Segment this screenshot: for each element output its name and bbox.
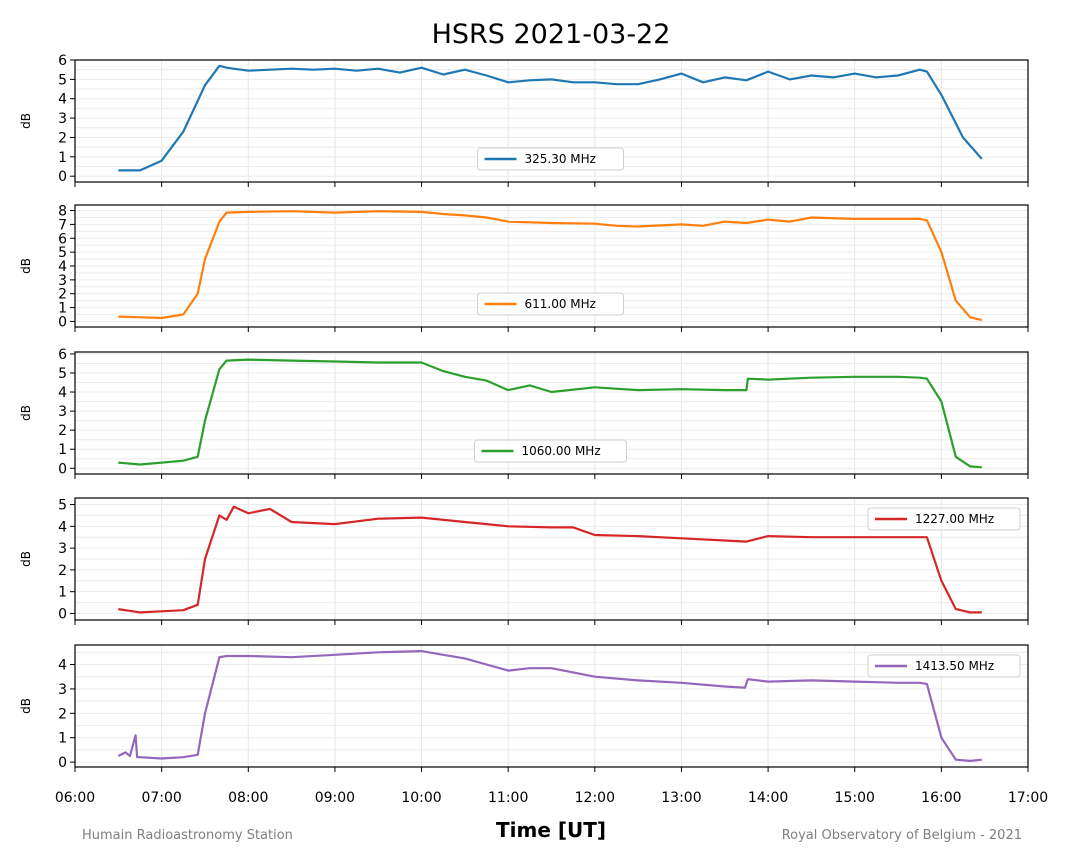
y-axis-label: dB [19,113,33,129]
panel-4: 0 1 2 3 4 5 dB 1227.00 MHz [19,497,1029,625]
y-tick-label: 3 [58,541,67,557]
y-tick-label: 3 [58,682,67,698]
y-tick-label: 2 [58,423,67,439]
y-tick-label: 7 [58,217,67,233]
y-tick-label: 2 [58,130,67,146]
x-axis-label: Time [UT] [496,818,606,842]
y-tick-label: 2 [58,563,67,579]
legend-label: 325.30 MHz [525,152,596,166]
series-line-1 [118,64,983,172]
x-tick-labels: 06:00 07:00 08:00 09:00 10:00 11:00 12:00 13:00… [55,790,1048,806]
legend-box [477,292,624,316]
x-tick-label: 14:00 [748,790,788,806]
y-tick-label: 0 [58,169,67,185]
y-tick-label: 4 [58,259,67,275]
y-tick-label: 3 [58,273,67,289]
series-line-3 [118,358,982,469]
y-tick-label: 1 [58,442,67,458]
legend: 325.30 MHz [477,147,624,171]
y-tick-label: 0 [58,606,67,622]
x-tick-label: 07:00 [141,790,181,806]
y-tick-label: 8 [58,204,67,220]
legend: 611.00 MHz [477,292,624,316]
legend: 1413.50 MHz [867,654,1021,678]
y-axis-label: dB [19,405,33,421]
y-tick-label: 4 [58,385,67,401]
y-tick-label: 6 [58,231,67,247]
y-tick-label: 1 [58,301,67,317]
chart-title: HSRS 2021-03-22 [432,19,671,50]
x-tick-label: 06:00 [55,790,95,806]
legend-label: 611.00 MHz [525,297,596,311]
x-tick-label: 15:00 [835,790,875,806]
legend-box [867,654,1021,678]
y-tick-label: 2 [58,706,67,722]
series-line-2 [118,210,983,322]
y-tick-label: 4 [58,658,67,674]
y-tick-label: 1 [58,585,67,601]
x-tick-label: 11:00 [488,790,528,806]
legend-box [867,507,1021,531]
x-tick-label: 12:00 [575,790,615,806]
x-tick-label: 17:00 [1008,790,1048,806]
legend-box [474,439,627,463]
y-tick-label: 5 [58,366,67,382]
legend-label: 1413.50 MHz [915,659,994,673]
y-tick-label: 4 [58,92,67,108]
y-tick-label: 0 [58,755,67,771]
panel-frame [74,497,1029,621]
x-tick-label: 10:00 [401,790,441,806]
x-tick-label: 09:00 [315,790,355,806]
series-line-4 [118,505,982,614]
y-tick-label: 1 [58,150,67,166]
legend-box [477,147,624,171]
y-tick-label: 6 [58,347,67,363]
y-tick-label: 0 [58,461,67,477]
y-tick-label: 6 [58,53,67,69]
legend-label: 1227.00 MHz [915,512,994,526]
panel-3: 0 1 2 3 4 5 6 dB 1060.00 MHz [19,347,1029,479]
panel-5: 0 1 2 3 4 dB 1413.50 MHz [19,644,1029,772]
y-tick-label: 4 [58,519,67,535]
legend: 1060.00 MHz [474,439,627,463]
credit-left: Humain Radioastronomy Station [82,828,293,843]
y-tick-label: 5 [58,245,67,261]
y-tick-label: 5 [58,72,67,88]
y-axis-label: dB [19,258,33,274]
panel-frame [74,644,1029,768]
y-tick-label: 0 [58,314,67,330]
legend-label: 1060.00 MHz [522,444,601,458]
y-axis-label: dB [19,698,33,714]
y-tick-label: 1 [58,731,67,747]
panel-1: 0 1 2 3 4 5 6 dB 325.30 MHz [19,53,1029,187]
x-tick-label: 08:00 [228,790,268,806]
x-tick-label: 13:00 [661,790,701,806]
series-line-5 [117,649,982,763]
panel-frame [74,351,1029,475]
x-tick-label: 16:00 [921,790,961,806]
y-axis-label: dB [19,551,33,567]
credit-right: Royal Observatory of Belgium - 2021 [782,828,1022,843]
y-tick-label: 2 [58,287,67,303]
y-tick-label: 5 [58,498,67,514]
y-tick-label: 3 [58,111,67,127]
panel-frame [74,59,1029,183]
legend: 1227.00 MHz [867,507,1021,531]
y-tick-label: 3 [58,404,67,420]
